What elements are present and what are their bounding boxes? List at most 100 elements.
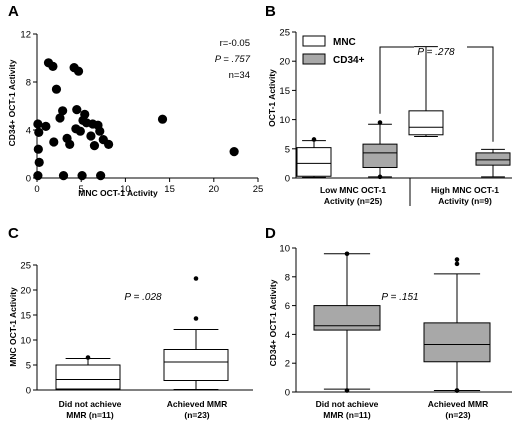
panel-a-point	[104, 139, 114, 149]
panel-d-1-outlier	[454, 388, 460, 393]
panel-b-group-label-high-2: Activity (n=9)	[438, 196, 492, 206]
panel-a-x-tick-label: 10	[120, 184, 131, 195]
panel-a-point	[48, 61, 58, 71]
panel-a-point	[58, 171, 69, 181]
panel-d-0-outlier	[344, 388, 350, 393]
panel-c-p-annotation: P = .028	[124, 292, 162, 303]
panel-a-y-tick-label: 8	[26, 78, 31, 89]
panel-b-y-tick-label: 5	[285, 144, 290, 155]
panel-d-y-tick-label: 0	[285, 388, 290, 399]
panel-a-point	[96, 171, 106, 181]
panel-a-x-tick-label: 5	[79, 184, 84, 195]
panel-d-y-tick-label: 2	[285, 359, 290, 370]
panel-a-point	[51, 84, 62, 94]
panel-b-3-box	[475, 148, 511, 178]
panel-c-cat-label-1-2: (n=23)	[184, 410, 209, 420]
panel-b-0-iqr-rect	[296, 147, 332, 177]
panel-b-bracket-left	[379, 46, 414, 114]
panel-b-2-iqr-rect	[408, 110, 444, 136]
panel-a-point	[77, 171, 87, 181]
panel-b-group-label-low-1: Low MNC OCT-1	[320, 185, 386, 195]
panel-b-ylabel: OCT-1 Activity	[267, 69, 277, 127]
panel-a-point	[58, 106, 68, 116]
panel-c-y-tick-label: 25	[20, 261, 31, 272]
panel-a-point	[33, 171, 43, 181]
panel-letter-b: B	[265, 3, 276, 20]
panel-a-point	[86, 131, 96, 141]
panel-d-cat-label-1-1: Achieved MMR	[428, 399, 488, 409]
panel-b-y-tick-label: 25	[279, 28, 290, 39]
panel-a-point	[89, 141, 100, 151]
panel-b-group-label-high-1: High MNC OCT-1	[431, 185, 499, 195]
panel-a-x-tick-label: 15	[164, 184, 175, 195]
panel-a-x-tick-label: 0	[34, 184, 39, 195]
panel-c-0-iqr-rect	[55, 364, 121, 390]
panel-a-n-annotation: n=34	[229, 70, 250, 81]
panel-c-y-tick-label: 20	[20, 286, 31, 297]
panel-b-legend: MNC CD34+	[302, 35, 365, 66]
panel-b-bracket-right	[467, 46, 494, 142]
panel-d-1-iqr-rect	[423, 322, 491, 363]
legend-label-cd34: CD34+	[333, 55, 365, 66]
panel-b-2-box	[408, 46, 444, 138]
panel-d-y-tick-label: 8	[285, 272, 290, 283]
panel-b-0-outlier	[311, 137, 317, 142]
panel-a-point	[72, 105, 82, 115]
panel-c-1-iqr-rect	[163, 349, 229, 381]
panel-d-ylabel: CD34+ OCT-1 Activity	[268, 279, 278, 366]
panel-letter-a: A	[8, 3, 19, 20]
panel-d-y-tick-label: 10	[279, 244, 290, 255]
panel-a-point	[73, 66, 84, 76]
panel-a-point	[80, 109, 90, 119]
panel-d-1-outlier	[454, 261, 460, 267]
panel-c-boxplot: MNC OCT-1 Activity P = .028 Did not achi…	[8, 261, 253, 420]
panel-b-0-box	[296, 137, 332, 178]
panel-d-y-tick-label: 4	[285, 330, 290, 341]
panel-a-point	[34, 157, 44, 167]
panel-d-0-outlier	[344, 251, 350, 257]
panel-a-point	[75, 126, 85, 136]
panel-c-1-outlier	[193, 276, 199, 281]
panel-c-cat-label-0-1: Did not achieve	[59, 399, 122, 409]
panel-b-y-tick-label: 0	[285, 174, 290, 185]
panel-a-ylabel: CD34+ OCT-1 Activity	[7, 59, 17, 146]
panel-b-group-label-low-2: Activity (n=25)	[324, 196, 383, 206]
panel-a-point	[65, 139, 75, 149]
panel-a-x-tick-label: 20	[209, 184, 220, 195]
panel-c-y-tick-label: 0	[26, 386, 31, 397]
panel-c-0-outlier	[85, 355, 91, 360]
panel-c-y-tick-label: 5	[26, 361, 31, 372]
panel-d-cat-label-1-2: (n=23)	[445, 410, 470, 420]
panel-letter-d: D	[265, 225, 276, 242]
panel-a-y-tick-label: 4	[26, 126, 31, 137]
panel-a-p-annotation: P = .757	[215, 54, 251, 65]
panel-d-0-box	[313, 251, 381, 393]
panel-b-p-annotation: P = .278	[417, 47, 455, 58]
panel-d-1-box	[423, 257, 491, 393]
panel-a-point	[33, 144, 43, 154]
panel-b-1-outlier	[377, 120, 383, 125]
panel-b-1-outlier	[377, 174, 383, 180]
panel-c-cat-label-1-1: Achieved MMR	[167, 399, 227, 409]
panel-d-0-iqr-rect	[313, 305, 381, 331]
panel-a-point	[33, 119, 43, 129]
panel-c-y-tick-label: 15	[20, 311, 31, 322]
panel-a-point	[229, 147, 239, 157]
panel-c-ylabel: MNC OCT-1 Activity	[8, 287, 18, 367]
panel-a-point	[49, 137, 59, 147]
panel-c-cat-label-0-2: MMR (n=11)	[66, 410, 114, 420]
legend-label-mnc: MNC	[333, 37, 356, 48]
panel-a-xlabel: MNC OCT-1 Activity	[78, 188, 158, 198]
panel-a-point	[95, 126, 105, 136]
panel-b-3-iqr-rect	[475, 152, 511, 166]
panel-d-cat-label-0-2: MMR (n=11)	[323, 410, 371, 420]
panel-letter-c: C	[8, 225, 19, 242]
panel-c-1-box	[163, 276, 229, 390]
panel-a-x-tick-label: 25	[253, 184, 264, 195]
panel-a-y-tick-label: 0	[26, 174, 31, 185]
panel-d-p-annotation: P = .151	[381, 292, 418, 303]
panel-a-point	[157, 114, 168, 124]
panel-a-y-tick-label: 12	[20, 30, 31, 41]
panel-b-y-tick-label: 10	[279, 115, 290, 126]
